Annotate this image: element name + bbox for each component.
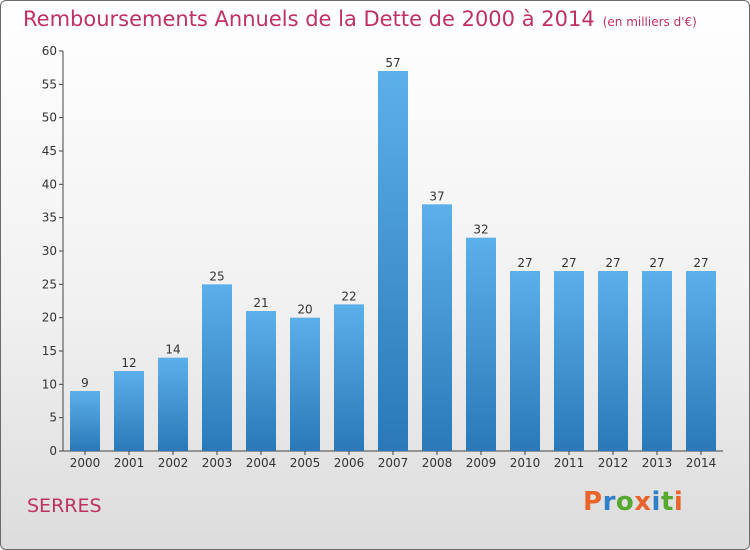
x-tick-label: 2001 <box>114 456 145 470</box>
bar-value-label: 14 <box>165 343 180 357</box>
logo-letter: i <box>651 487 661 517</box>
bar-2004 <box>246 311 276 451</box>
y-tick-label: 5 <box>49 411 57 425</box>
x-tick-label: 2010 <box>510 456 541 470</box>
y-tick-label: 30 <box>42 244 57 258</box>
x-tick-label: 2002 <box>158 456 189 470</box>
bar-2007 <box>378 71 408 451</box>
bar-value-label: 9 <box>81 376 89 390</box>
x-tick-label: 2013 <box>642 456 673 470</box>
y-tick-label: 40 <box>42 177 57 191</box>
bar-value-label: 57 <box>385 56 400 70</box>
bar-value-label: 21 <box>253 296 268 310</box>
logo-letter: t <box>660 487 674 517</box>
logo-letter: P <box>583 487 603 517</box>
bar-value-label: 32 <box>473 223 488 237</box>
bar-value-label: 22 <box>341 289 356 303</box>
y-tick-label: 20 <box>42 311 57 325</box>
x-tick-label: 2006 <box>334 456 365 470</box>
x-tick-label: 2005 <box>290 456 321 470</box>
y-tick-label: 25 <box>42 277 57 291</box>
bar-value-label: 27 <box>605 256 620 270</box>
chart-unit: (en milliers d'€) <box>602 15 697 29</box>
logo-letter: i <box>673 487 684 517</box>
x-tick-label: 2011 <box>554 456 585 470</box>
x-tick-label: 2007 <box>378 456 409 470</box>
bar-2011 <box>554 271 584 451</box>
x-tick-label: 2009 <box>466 456 497 470</box>
x-tick-label: 2003 <box>202 456 233 470</box>
bar-2000 <box>70 391 100 451</box>
bar-value-label: 25 <box>209 269 224 283</box>
commune-name: SERRES <box>27 495 102 517</box>
bar-2012 <box>598 271 628 451</box>
logo-letter: r <box>602 487 616 517</box>
bar-value-label: 37 <box>429 189 444 203</box>
y-tick-label: 60 <box>42 44 57 58</box>
y-tick-label: 15 <box>42 344 57 358</box>
bar-2005 <box>290 317 320 451</box>
bar-value-label: 27 <box>517 256 532 270</box>
y-tick-label: 35 <box>42 211 57 225</box>
bar-2008 <box>422 204 452 451</box>
bar-2001 <box>114 371 144 451</box>
bar-value-label: 12 <box>121 356 136 370</box>
y-tick-label: 0 <box>49 444 57 458</box>
x-tick-label: 2000 <box>70 456 101 470</box>
chart-title-block: Remboursements Annuels de la Dette de 20… <box>23 7 697 31</box>
bar-value-label: 27 <box>561 256 576 270</box>
bar-value-label: 27 <box>693 256 708 270</box>
proxiti-logo: Proxiti <box>583 487 683 517</box>
bar-2013 <box>642 271 672 451</box>
logo-letter: x <box>634 487 652 517</box>
bar-2003 <box>202 284 232 451</box>
bar-value-label: 27 <box>649 256 664 270</box>
bar-2002 <box>158 357 188 451</box>
y-tick-label: 55 <box>42 77 57 91</box>
bar-2014 <box>686 271 716 451</box>
logo-letter: o <box>615 487 635 517</box>
y-tick-label: 50 <box>42 111 57 125</box>
x-tick-label: 2004 <box>246 456 277 470</box>
x-tick-label: 2008 <box>422 456 453 470</box>
x-tick-label: 2014 <box>686 456 717 470</box>
bar-2010 <box>510 271 540 451</box>
bar-value-label: 20 <box>297 303 312 317</box>
x-tick-label: 2012 <box>598 456 629 470</box>
chart-title: Remboursements Annuels de la Dette de 20… <box>23 7 595 31</box>
bar-2006 <box>334 304 364 451</box>
bar-2009 <box>466 237 496 451</box>
y-tick-label: 10 <box>42 377 57 391</box>
y-tick-label: 45 <box>42 144 57 158</box>
